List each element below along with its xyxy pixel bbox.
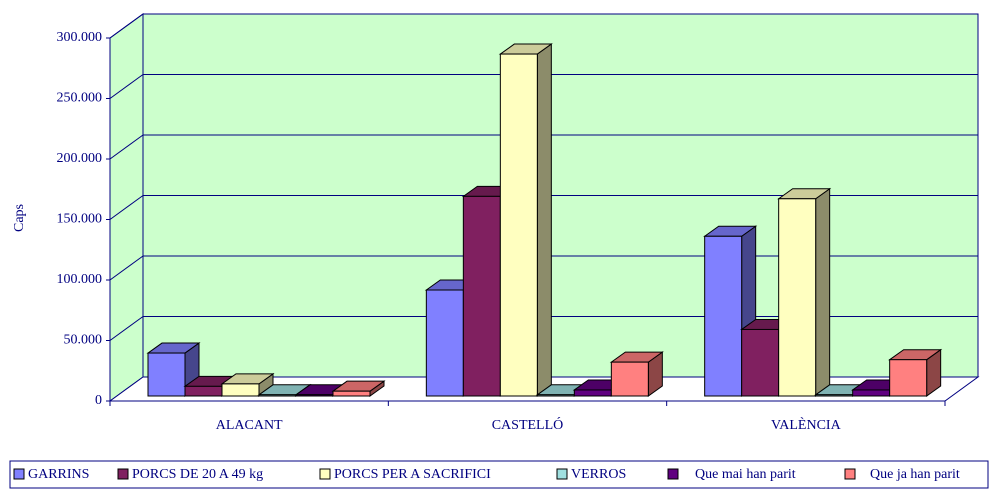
grid-line [109,255,144,281]
legend-label: PORCS PER A SACRIFICI [334,467,491,482]
bar [295,394,334,397]
legend-label: Que ja han parit [870,467,960,482]
bar-side [536,43,552,397]
y-tick-label: 50.000 [64,333,103,348]
bar [741,328,780,397]
grid-line [109,74,144,99]
grid-line [109,134,144,160]
y-tick-label: 200.000 [57,151,103,166]
legend-swatch [13,468,25,480]
bar [889,359,928,397]
bar [221,383,260,397]
y-tick-label: 100.000 [57,272,103,287]
legend-label: PORCS DE 20 A 49 kg [132,467,263,482]
legend-label: VERROS [571,467,626,482]
x-tick-label: ALACANT [216,418,283,433]
x-tick-label: CASTELLÓ [492,416,564,433]
bar [778,198,817,397]
bar [536,394,575,397]
legend-box [9,460,989,489]
y-axis-title: Caps [12,204,27,232]
bar [499,53,538,397]
bar [258,394,297,397]
bar [610,361,649,397]
bar [147,352,186,397]
bar [332,390,371,397]
grid-line [109,13,144,39]
bar-side [815,187,831,397]
legend-label: GARRINS [28,467,89,482]
legend-swatch [556,468,568,480]
legend-swatch [117,468,129,480]
y-tick-label: 150.000 [57,212,103,227]
grid-line [109,316,144,341]
legend-swatch [667,468,679,480]
y-tick-label: 0 [95,393,102,408]
legend-swatch [844,468,856,480]
bar [425,289,464,397]
bar [815,394,854,397]
bar [852,389,891,397]
bar [184,385,223,397]
y-tick-label: 300.000 [57,30,103,45]
bar [462,195,501,397]
grid-line [109,195,144,220]
y-tick-label: 250.000 [57,91,103,106]
x-tick-label: VALÈNCIA [771,416,842,433]
legend-swatch [319,468,331,480]
legend-label: Que mai han parit [695,467,796,482]
bar [573,389,612,397]
bar [704,235,743,397]
